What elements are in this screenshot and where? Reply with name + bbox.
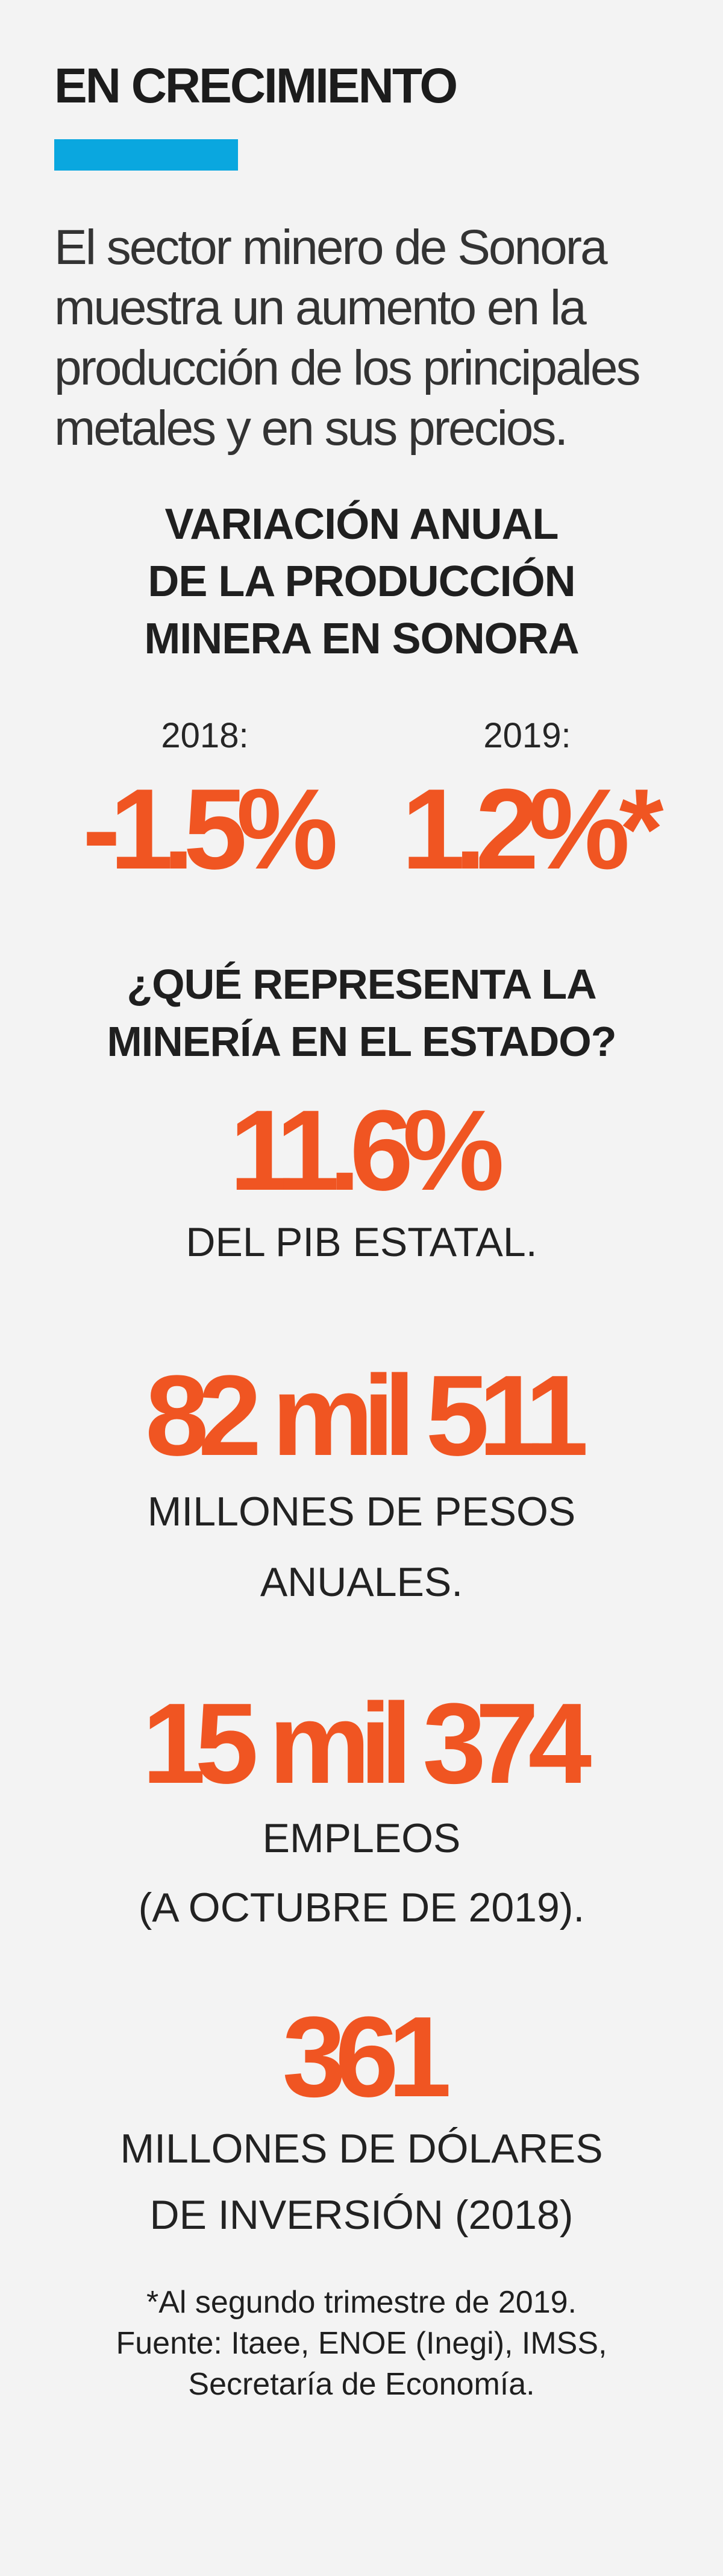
stat-caption-line: MILLONES DE PESOS — [147, 1489, 576, 1535]
stat-inversion: 361 MILLONES DE DÓLARES DE INVERSIÓN (20… — [54, 2000, 669, 2247]
stat-caption-line: DE INVERSIÓN (2018) — [149, 2192, 574, 2238]
variation-value: -1.5% — [82, 765, 338, 893]
stat-caption-line: MILLONES DE DÓLARES — [120, 2126, 603, 2172]
stat-caption-line: EMPLEOS — [262, 1815, 461, 1861]
stat-pib: 11.6% DEL PIB ESTATAL. — [54, 1093, 669, 1274]
state-representation-title-line: MINERÍA EN EL ESTADO? — [107, 1018, 617, 1065]
intro-text: El sector minero de Sonora muestra un au… — [54, 220, 641, 456]
stat-value: 11.6% — [229, 1087, 504, 1214]
stat-value: 15 mil 374 — [142, 1680, 592, 1808]
variation-2018: 2018: -1.5% — [78, 715, 338, 893]
state-representation-title-line: ¿QUÉ REPRESENTA LA — [127, 961, 596, 1008]
stat-empleos: 15 mil 374 EMPLEOS (A OCTUBRE DE 2019). — [54, 1686, 669, 1940]
annual-variation-title-line: MINERA EN SONORA — [144, 615, 579, 663]
variation-value: 1.2%* — [401, 765, 663, 893]
footnote-line: *Al segundo trimestre de 2019. — [146, 2285, 577, 2320]
annual-variation-values: 2018: -1.5% 2019: 1.2%* — [54, 715, 669, 887]
stat-caption-line: (A OCTUBRE DE 2019). — [138, 1885, 585, 1930]
footnote-line: Fuente: Itaee, ENOE (Inegi), IMSS, — [116, 2326, 607, 2361]
year-label: 2018: — [161, 716, 249, 755]
stat-pesos: 82 mil 511 MILLONES DE PESOS ANUALES. — [54, 1359, 669, 1614]
page-title: EN CRECIMIENTO — [54, 58, 458, 113]
annual-variation-title-line: DE LA PRODUCCIÓN — [148, 558, 575, 606]
footnote-line: Secretaría de Economía. — [188, 2367, 535, 2402]
stat-caption: DEL PIB ESTATAL. — [186, 1219, 537, 1265]
annual-variation-title-line: VARIACIÓN ANUAL — [164, 500, 559, 548]
stat-caption-line: ANUALES. — [260, 1559, 463, 1605]
stat-value: 361 — [282, 1993, 451, 2121]
annual-variation-title: VARIACIÓN ANUAL DE LA PRODUCCIÓN MINERA … — [54, 496, 669, 668]
title-accent-bar — [54, 139, 238, 171]
source-footnote: *Al segundo trimestre de 2019. Fuente: I… — [54, 2282, 669, 2405]
year-label: 2019: — [483, 716, 571, 755]
variation-2019: 2019: 1.2%* — [401, 715, 663, 893]
state-representation-title: ¿QUÉ REPRESENTA LA MINERÍA EN EL ESTADO? — [54, 956, 669, 1070]
stat-value: 82 mil 511 — [145, 1352, 589, 1480]
